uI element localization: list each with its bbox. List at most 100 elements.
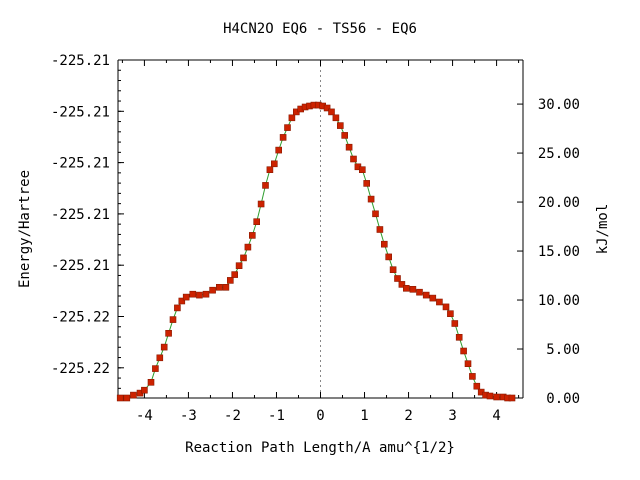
data-point — [422, 291, 430, 299]
right-tick-label: 10.00 — [538, 293, 580, 309]
left-tick-label: -225.21 — [51, 53, 110, 69]
data-point — [160, 343, 168, 351]
data-point — [402, 284, 410, 292]
data-point — [174, 304, 181, 312]
data-point — [275, 146, 283, 154]
data-point — [141, 386, 148, 394]
data-point — [380, 240, 388, 248]
data-point — [253, 218, 260, 225]
data-point — [209, 286, 216, 294]
data-point — [341, 132, 349, 139]
left-tick-label: -225.21 — [51, 258, 110, 274]
data-point — [284, 124, 291, 131]
data-point — [385, 253, 393, 261]
right-tick-label: 5.00 — [546, 342, 580, 358]
data-point — [156, 354, 164, 362]
data-point — [123, 394, 131, 402]
right-tick-label: 0.00 — [546, 391, 580, 407]
data-point — [328, 108, 335, 116]
x-tick-label: 4 — [492, 408, 500, 424]
x-tick-label: -4 — [136, 408, 153, 424]
data-point — [130, 391, 137, 399]
data-point — [147, 378, 155, 386]
right-y-axis-label: kJ/mol — [595, 204, 611, 255]
data-point — [165, 329, 172, 337]
data-point — [508, 394, 516, 402]
data-point — [493, 393, 500, 401]
x-tick-label: 1 — [360, 408, 368, 424]
data-point — [244, 243, 252, 251]
data-point — [376, 226, 384, 233]
left-axis-ticks: -225.21 -225.21 -225.21 -225.21 -225.21 -225.… — [51, 53, 124, 389]
x-tick-label: 0 — [316, 408, 324, 424]
data-point — [367, 195, 375, 203]
data-point — [169, 316, 177, 323]
x-axis-label: Reaction Path Length/A amu^{1/2} — [185, 440, 455, 456]
data-point — [189, 290, 197, 298]
right-axis-ticks: 0.00 5.00 10.00 15.00 20.00 25.00 30.00 — [517, 97, 580, 407]
left-tick-label: -225.21 — [51, 207, 110, 223]
data-point — [227, 277, 234, 284]
data-point — [363, 180, 371, 187]
x-tick-label: -2 — [224, 408, 241, 424]
data-point — [447, 310, 454, 318]
data-point — [464, 360, 472, 368]
data-point — [398, 281, 406, 288]
data-point — [323, 104, 331, 112]
data-point — [473, 382, 481, 390]
data-point — [460, 347, 467, 355]
data-point — [389, 266, 397, 274]
x-axis-ticks: -4 -3 -2 -1 0 1 2 3 4 — [121, 60, 520, 424]
data-point — [216, 283, 223, 291]
data-point — [240, 254, 247, 262]
data-point — [231, 271, 238, 278]
energy-curve-points — [116, 101, 516, 402]
data-point — [469, 373, 476, 380]
right-tick-label: 20.00 — [538, 195, 580, 211]
data-point — [336, 122, 344, 129]
data-point — [262, 182, 269, 189]
data-point — [178, 297, 186, 305]
data-point — [416, 288, 423, 296]
data-point — [116, 394, 124, 402]
left-tick-label: -225.22 — [51, 310, 110, 326]
data-point — [358, 166, 366, 173]
x-tick-label: -1 — [268, 408, 285, 424]
data-point — [409, 285, 417, 293]
right-tick-label: 25.00 — [538, 146, 580, 162]
data-point — [372, 210, 379, 218]
data-point — [455, 333, 463, 341]
data-point — [202, 290, 210, 298]
data-point — [288, 114, 296, 122]
data-point — [152, 365, 159, 372]
left-tick-label: -225.21 — [51, 104, 110, 120]
right-tick-label: 15.00 — [538, 244, 580, 260]
data-point — [266, 166, 274, 173]
left-tick-label: -225.21 — [51, 156, 110, 172]
data-point — [394, 275, 401, 282]
left-y-axis-label: Energy/Hartree — [17, 170, 33, 288]
right-tick-label: 30.00 — [538, 97, 580, 113]
x-tick-label: 2 — [404, 408, 412, 424]
data-point — [257, 200, 265, 208]
x-tick-label: 3 — [448, 408, 456, 424]
data-point — [345, 143, 353, 151]
chart-title: H4CN2O EQ6 - TS56 - EQ6 — [223, 21, 417, 37]
data-point — [235, 262, 243, 270]
data-point — [429, 294, 437, 302]
data-point — [279, 134, 287, 141]
data-point — [451, 320, 459, 327]
data-point — [222, 283, 230, 291]
data-point — [350, 155, 357, 163]
data-point — [436, 298, 443, 306]
data-point — [332, 114, 340, 122]
data-point — [196, 291, 203, 299]
data-point — [486, 392, 494, 400]
x-tick-label: -3 — [180, 408, 197, 424]
energy-curve-line — [120, 104, 512, 399]
data-point — [270, 160, 278, 168]
left-tick-label: -225.22 — [51, 361, 110, 377]
data-point — [249, 232, 256, 239]
data-point — [442, 303, 450, 311]
